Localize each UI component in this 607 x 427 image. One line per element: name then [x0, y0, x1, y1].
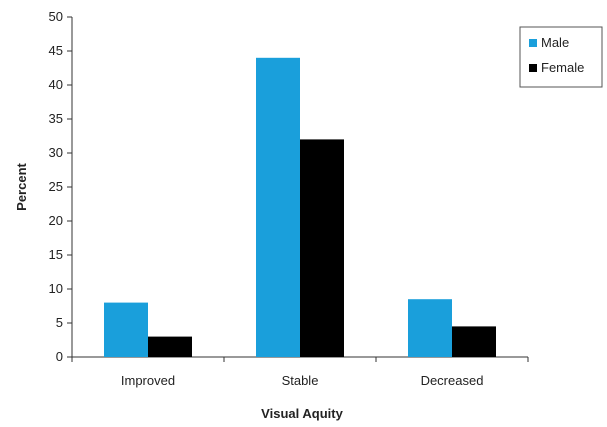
y-tick-label: 15	[49, 247, 63, 262]
bar-female-decreased	[452, 326, 496, 357]
legend: Male Female	[519, 26, 603, 88]
y-tick-label: 40	[49, 77, 63, 92]
x-axis-title: Visual Aquity	[261, 406, 343, 421]
y-tick-label: 20	[49, 213, 63, 228]
y-tick-label: 10	[49, 281, 63, 296]
x-axis-ticks: Improved Stable Decreased	[71, 357, 529, 388]
y-tick-label: 45	[49, 43, 63, 58]
legend-swatch-female	[529, 64, 537, 72]
y-tick-label: 25	[49, 179, 63, 194]
legend-label-female: Female	[541, 60, 584, 75]
y-tick-label: 5	[56, 315, 63, 330]
bar-female-stable	[300, 139, 344, 357]
bar-female-improved	[148, 336, 192, 357]
legend-label-male: Male	[541, 35, 569, 50]
x-tick-label: Decreased	[421, 373, 484, 388]
plot-area: 0 5 10 15 20 25 30 35 40 45 50 Improved Stable Decre…	[49, 9, 529, 388]
y-axis-title: Percent	[14, 162, 29, 210]
y-tick-label: 35	[49, 111, 63, 126]
x-tick-label: Improved	[121, 373, 175, 388]
bars	[104, 57, 496, 358]
legend-swatch-male	[529, 39, 537, 47]
y-tick-label: 0	[56, 349, 63, 364]
bar-male-improved	[104, 302, 148, 357]
legend-box	[519, 26, 603, 88]
bar-male-stable	[256, 57, 300, 358]
x-tick-label: Stable	[282, 373, 319, 388]
y-axis-ticks: 0 5 10 15 20 25 30 35 40 45 50	[49, 9, 72, 364]
y-tick-label: 50	[49, 9, 63, 24]
bar-male-decreased	[408, 299, 452, 357]
y-tick-label: 30	[49, 145, 63, 160]
